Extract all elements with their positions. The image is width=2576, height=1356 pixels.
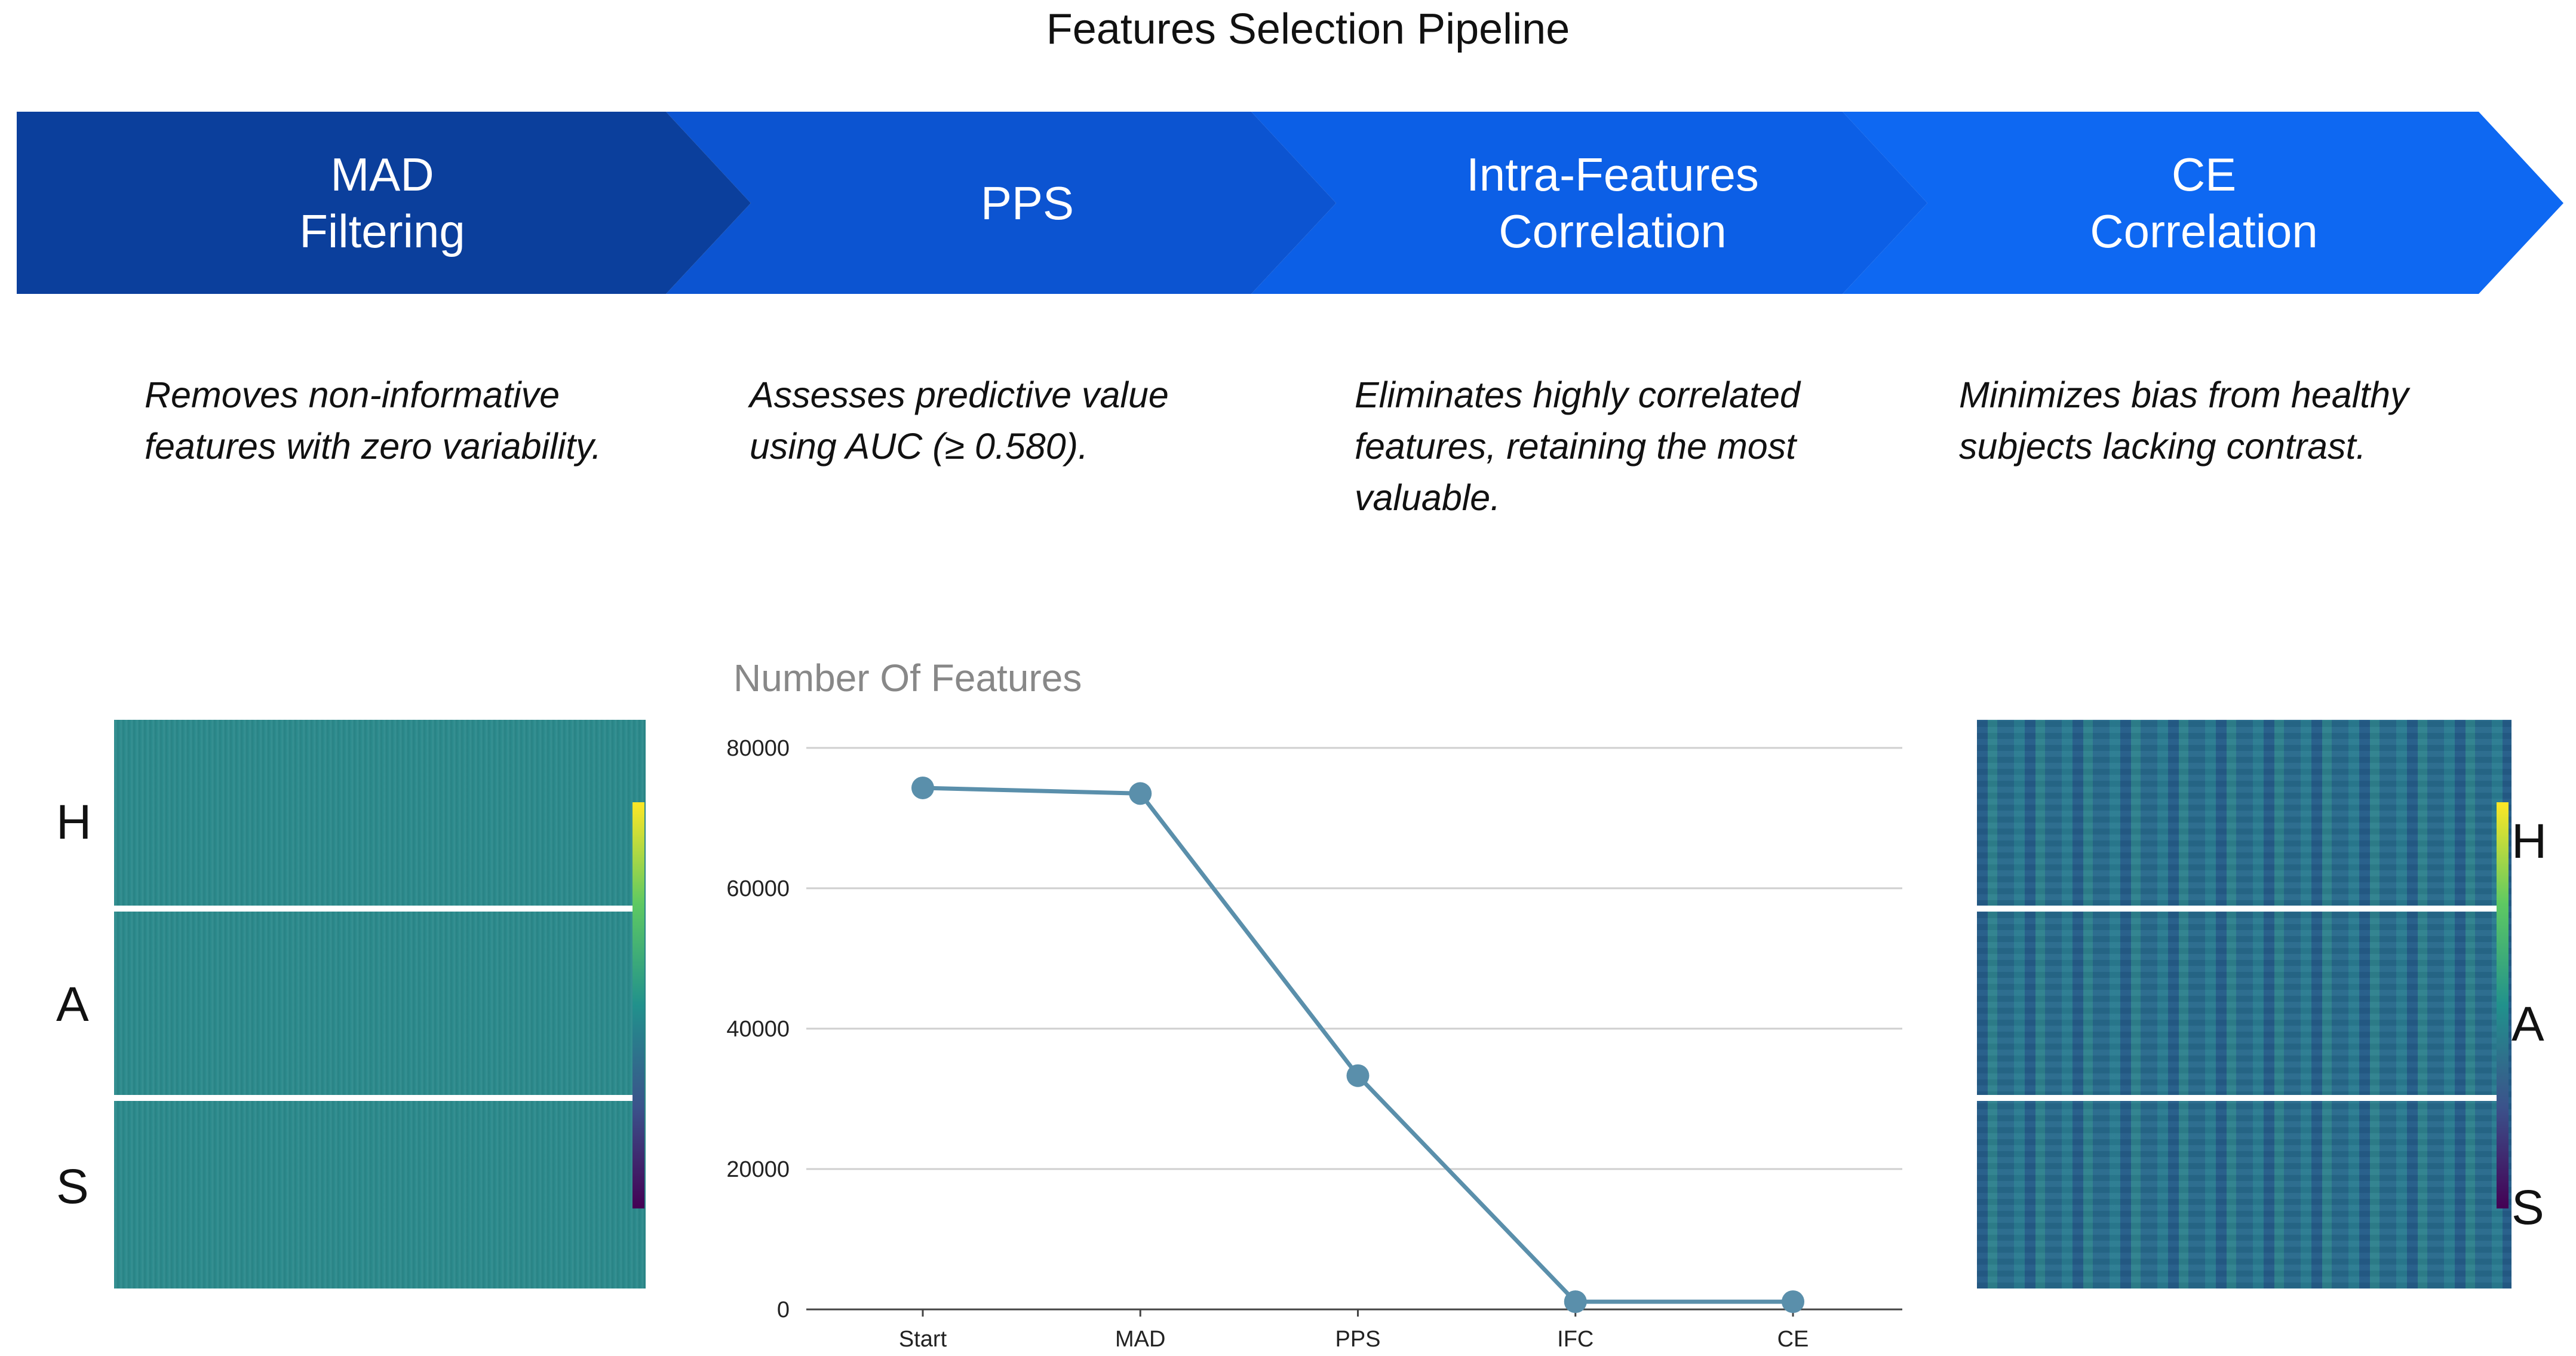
right-heatmap bbox=[1977, 720, 2511, 1288]
step-1-line2: Filtering bbox=[299, 205, 465, 257]
chevron-step-1 bbox=[17, 112, 751, 294]
right-heatmap-colorbar bbox=[2497, 802, 2509, 1208]
right-label-h: H bbox=[2511, 814, 2547, 869]
x-tick-label: CE bbox=[1777, 1327, 1809, 1352]
step-4-label: CE Correlation bbox=[1935, 119, 2473, 287]
right-label-a: A bbox=[2511, 997, 2544, 1051]
data-point bbox=[1782, 1290, 1804, 1314]
step-2-line1: PPS bbox=[980, 176, 1074, 229]
step-1-label: MAD Filtering bbox=[119, 119, 645, 287]
step-3-line2: Correlation bbox=[1499, 205, 1727, 257]
data-point bbox=[911, 776, 934, 799]
left-heatmap bbox=[114, 720, 646, 1288]
chevron-step-3 bbox=[1251, 112, 1927, 294]
left-heatmap-divider-1 bbox=[114, 906, 634, 912]
right-label-s: S bbox=[2511, 1180, 2544, 1235]
left-heatmap-cells bbox=[114, 720, 646, 1288]
left-label-h: H bbox=[56, 795, 92, 849]
chevron-step-4 bbox=[1843, 112, 2563, 294]
step-4-line1: CE bbox=[2171, 148, 2237, 201]
step-3-description: Eliminates highly correlated features, r… bbox=[1355, 375, 1800, 518]
x-tick-label: Start bbox=[899, 1327, 947, 1352]
step-1-line1: MAD bbox=[330, 148, 434, 201]
data-point bbox=[1129, 782, 1152, 805]
step-2-label: PPS bbox=[759, 119, 1296, 287]
step-2-description: Assesses predictive value using AUC (≥ 0… bbox=[750, 375, 1169, 467]
chevron-step-2 bbox=[666, 112, 1336, 294]
step-1-description: Removes non-informative features with ze… bbox=[145, 375, 602, 467]
step-3-label: Intra-Features Correlation bbox=[1344, 119, 1881, 287]
left-heatmap-colorbar bbox=[633, 802, 644, 1208]
left-label-s: S bbox=[56, 1159, 89, 1214]
series-line bbox=[922, 786, 1793, 1304]
y-tick-label: 20000 bbox=[726, 1157, 790, 1182]
y-tick-label: 40000 bbox=[726, 1017, 790, 1042]
right-heatmap-divider-1 bbox=[1977, 906, 2503, 912]
step-3-line1: Intra-Features bbox=[1466, 148, 1759, 201]
chart-title: Number Of Features bbox=[733, 656, 1082, 700]
step-4-description: Minimizes bias from healthy subjects lac… bbox=[1959, 375, 2409, 467]
right-heatmap-cells bbox=[1977, 720, 2511, 1288]
y-tick-label: 80000 bbox=[726, 736, 790, 761]
features-line-chart: 0 20000 40000 60000 80000 Start MAD PPS IFC CE bbox=[726, 736, 1902, 1352]
data-point bbox=[1346, 1064, 1370, 1087]
page-title: Features Selection Pipeline bbox=[1046, 5, 1570, 53]
left-heatmap-divider-2 bbox=[114, 1095, 634, 1101]
x-tick-label: MAD bbox=[1115, 1327, 1165, 1352]
x-tick-label: PPS bbox=[1335, 1327, 1380, 1352]
pipeline-banner bbox=[17, 112, 2563, 294]
y-tick-label: 0 bbox=[777, 1297, 790, 1323]
x-tick-label: IFC bbox=[1557, 1327, 1594, 1352]
right-heatmap-divider-2 bbox=[1977, 1095, 2503, 1101]
step-4-line2: Correlation bbox=[2090, 205, 2318, 257]
left-label-a: A bbox=[56, 977, 89, 1032]
data-point bbox=[1564, 1290, 1587, 1314]
y-tick-label: 60000 bbox=[726, 876, 790, 901]
